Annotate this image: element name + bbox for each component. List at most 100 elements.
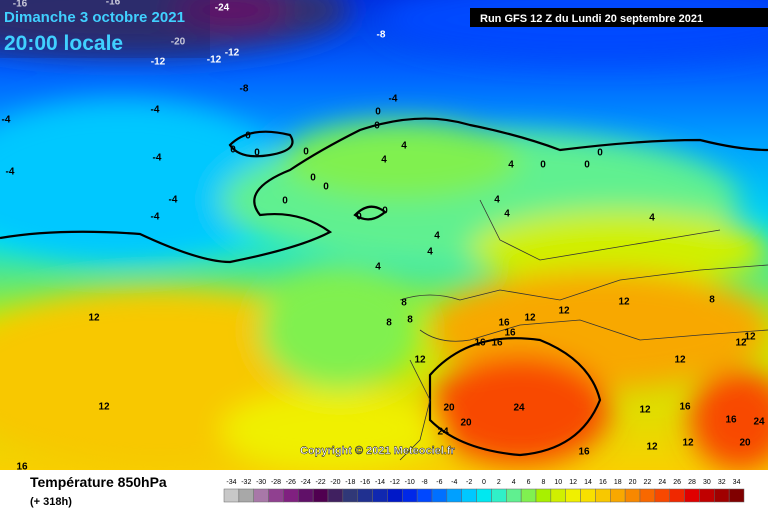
isotherm-label: 8	[407, 315, 413, 326]
scale-swatch	[223, 488, 240, 503]
isotherm-label: 16	[16, 462, 28, 473]
scale-tick-label: 18	[614, 479, 622, 486]
isotherm-label: -12	[151, 57, 166, 68]
scale-tick-label: -14	[375, 479, 385, 486]
isotherm-label: 12	[98, 402, 110, 413]
scale-tick-label: -24	[301, 479, 311, 486]
scale-tick-label: 16	[599, 479, 607, 486]
isotherm-label: -24	[215, 3, 230, 14]
scale-tick-label: 32	[718, 479, 726, 486]
isotherm-label: -12	[207, 55, 222, 66]
scale-swatch	[431, 488, 448, 503]
isotherm-label: 12	[88, 313, 100, 324]
scale-swatch	[491, 488, 507, 503]
scale-swatch	[669, 488, 685, 503]
isotherm-label: 20	[460, 418, 472, 429]
scale-swatch	[535, 488, 552, 503]
copyright: Copyright © 2021 Meteociel.fr	[300, 445, 456, 457]
scale-swatch	[357, 488, 373, 503]
isotherm-label: 4	[401, 141, 407, 152]
scale-tick-label: 34	[733, 479, 741, 486]
scale-tick-label: -20	[330, 479, 340, 486]
isotherm-label: -8	[240, 84, 249, 95]
scale-tick-label: -16	[360, 479, 370, 486]
isotherm-label: -4	[151, 105, 160, 116]
isotherm-label: 12	[682, 438, 694, 449]
scale-swatch	[446, 488, 462, 503]
scale-tick-label: -32	[241, 479, 251, 486]
isotherm-label: -4	[389, 94, 398, 105]
scale-tick-label: -18	[345, 479, 355, 486]
isotherm-label: 0	[540, 160, 546, 171]
scale-swatch	[253, 488, 269, 503]
isotherm-label: 4	[427, 247, 433, 258]
scale-swatch	[728, 488, 745, 503]
scale-tick-label: -4	[451, 479, 457, 486]
scale-tick-label: 2	[497, 479, 501, 486]
isotherm-label: 4	[494, 195, 500, 206]
isotherm-label: 12	[674, 355, 686, 366]
isotherm-label: 4	[375, 262, 381, 273]
isotherm-label: 0	[254, 148, 260, 159]
scale-swatch	[580, 488, 596, 503]
isotherm-labels: -16 -16-24-8-20-12-12-12-8-4-4-4-4-4-4-40…	[2, 0, 765, 473]
isotherm-label: 12	[735, 338, 747, 349]
isotherm-label: -4	[2, 115, 11, 126]
isotherm-label: -4	[153, 153, 162, 164]
scale-tick-label: 10	[554, 479, 562, 486]
scale-swatch	[714, 488, 730, 503]
isotherm-label: -16	[106, 0, 121, 8]
isotherm-label: 20	[739, 438, 751, 449]
isotherm-label: 12	[744, 332, 756, 343]
scale-tick-label: 14	[584, 479, 592, 486]
scale-tick-label: 6	[527, 479, 531, 486]
isotherm-label: -8	[377, 30, 386, 41]
scale-swatch	[476, 488, 492, 503]
isotherm-label: 8	[709, 295, 715, 306]
color-scale: -34 -32 -30 -28 -26 -24 -22 -20 -18 -16 -14 -12 -10-…	[223, 479, 745, 503]
isotherm-label: 0	[584, 160, 590, 171]
time-label: 20:00 locale	[4, 32, 123, 55]
isotherm-label: 4	[381, 155, 387, 166]
isotherm-label: 0	[282, 196, 288, 207]
scale-tick-label: -2	[466, 479, 472, 486]
scale-tick-label: -6	[436, 479, 442, 486]
scale-tick-label: 20	[629, 479, 637, 486]
scale-swatch	[565, 488, 581, 503]
scale-swatch	[654, 488, 670, 503]
scale-tick-label: 0	[482, 479, 486, 486]
isotherm-label: 12	[524, 313, 536, 324]
isotherm-label: 16	[498, 318, 510, 329]
scale-swatch	[402, 488, 418, 503]
isotherm-label: -16	[13, 0, 28, 10]
isotherm-label: 16	[474, 338, 486, 349]
date-label: Dimanche 3 octobre 2021	[4, 9, 185, 26]
scale-swatch	[416, 488, 433, 503]
isotherm-label: 20	[443, 403, 455, 414]
isotherm-label: -4	[6, 167, 15, 178]
scale-swatch	[639, 488, 656, 503]
run-panel	[470, 8, 768, 27]
scale-swatch	[238, 488, 254, 503]
scale-tick-label: -12	[390, 479, 400, 486]
header-panel	[0, 0, 210, 58]
isotherm-label: 4	[508, 160, 514, 171]
isotherm-label: 12	[414, 355, 426, 366]
scale-tick-label: -8	[421, 479, 427, 486]
scale-tick-label: 8	[541, 479, 545, 486]
scale-tick-label: -22	[316, 479, 326, 486]
isotherm-label: 4	[504, 209, 510, 220]
scale-swatch	[312, 488, 329, 503]
scale-tick-label: 12	[569, 479, 577, 486]
run-label: Run GFS 12 Z du Lundi 20 septembre 2021	[480, 13, 703, 25]
isotherm-label: 12	[639, 405, 651, 416]
scale-tick-label: 30	[703, 479, 711, 486]
scale-tick-label: 4	[512, 479, 516, 486]
scale-tick-label: 22	[644, 479, 652, 486]
scale-tick-label: -34	[226, 479, 236, 486]
isotherm-label: 16	[725, 415, 737, 426]
scale-swatch	[610, 488, 626, 503]
scale-swatch	[372, 488, 388, 503]
scale-swatch	[298, 488, 314, 503]
